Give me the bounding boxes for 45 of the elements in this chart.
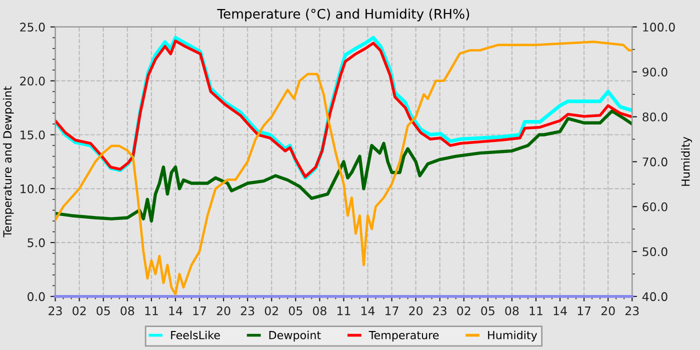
x-tick-label: 11 xyxy=(530,306,542,316)
chart-title: Temperature (°C) and Humidity (RH%) xyxy=(217,8,470,22)
x-tick-label: 20 xyxy=(601,306,615,316)
x-tick-label: 08 xyxy=(505,306,519,316)
x-tick-label: 23 xyxy=(625,306,639,316)
x-tick-label: 08 xyxy=(312,306,326,316)
x-tick-label: 17 xyxy=(386,306,398,316)
x-tick-label: 20 xyxy=(409,306,423,316)
x-tick-label: 14 xyxy=(362,306,375,316)
y2-tick-label: 90.0 xyxy=(642,68,668,77)
y2-axis-title: Humidity xyxy=(681,136,692,186)
x-tick-label: 20 xyxy=(216,306,230,316)
y-tick-label: 0.0 xyxy=(28,292,45,302)
legend-label: Humidity xyxy=(488,330,538,342)
y-tick-label: 10.0 xyxy=(20,184,45,194)
x-tick-label: 11 xyxy=(337,306,350,316)
y-tick-label: 15.0 xyxy=(20,130,45,140)
y2-tick-label: 70.0 xyxy=(642,157,668,166)
y-tick-label: 25.0 xyxy=(20,22,45,32)
y2-tick-label: 100.0 xyxy=(643,22,675,32)
x-tick-label: 17 xyxy=(193,306,206,316)
x-tick-label: 02 xyxy=(457,306,470,316)
x-tick-label: 23 xyxy=(240,306,254,316)
x-tick-label: 23 xyxy=(48,306,62,316)
x-tick-label: 11 xyxy=(145,306,158,316)
x-tick-label: 02 xyxy=(72,306,86,316)
y2-tick-label: 40.0 xyxy=(642,292,668,302)
x-tick-label: 08 xyxy=(120,306,134,316)
x-tick-label: 05 xyxy=(96,306,110,316)
x-tick-label: 05 xyxy=(481,306,494,316)
x-tick-label: 05 xyxy=(288,306,302,316)
x-tick-label: 02 xyxy=(264,306,278,316)
legend-label: Dewpoint xyxy=(269,330,321,342)
y-axis-title: Temperature and Dewpoint xyxy=(2,86,14,238)
legend-label: FeelsLike xyxy=(171,330,220,340)
x-tick-label: 14 xyxy=(554,306,567,316)
y2-tick-label: 60.0 xyxy=(642,202,668,212)
y-tick-label: 5.0 xyxy=(28,238,45,248)
x-tick-label: 17 xyxy=(578,306,591,316)
x-tick-label: 23 xyxy=(433,306,446,316)
legend-label: Temperature xyxy=(368,331,439,342)
y-tick-label: 20.0 xyxy=(20,76,45,86)
y2-tick-label: 80.0 xyxy=(642,112,668,122)
y2-tick-label: 50.0 xyxy=(642,247,668,256)
x-tick-label: 14 xyxy=(169,306,182,316)
